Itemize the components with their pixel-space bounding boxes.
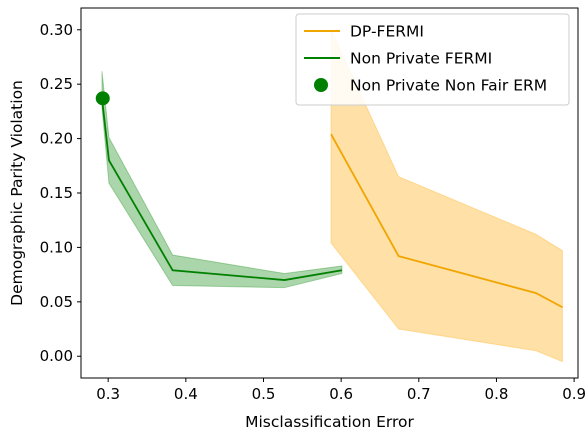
- legend: DP-FERMI Non Private FERMI Non Private Non…: [295, 13, 570, 106]
- x-tick-label: 0.6: [329, 385, 353, 403]
- x-tick-label: 0.3: [96, 385, 120, 403]
- y-tick-label: 0.20: [40, 130, 73, 148]
- series-lines: [101, 98, 563, 309]
- x-tick-label: 0.9: [562, 385, 586, 403]
- non-private-fermi-band: [101, 71, 343, 289]
- legend-swatch-non-private-non-fair-erm: [314, 78, 328, 92]
- dp-fermi-band: [330, 29, 563, 363]
- x-tick-label: 0.7: [407, 385, 431, 403]
- legend-label-non-private-fermi: Non Private FERMI: [350, 50, 492, 68]
- legend-label-dp-fermi: DP-FERMI: [350, 23, 424, 41]
- confidence-bands: [101, 29, 563, 363]
- y-tick-label: 0.15: [40, 184, 73, 202]
- legend-box: [295, 13, 570, 106]
- y-tick-label: 0.05: [40, 293, 73, 311]
- x-axis-label: Misclassification Error: [245, 413, 414, 431]
- dp-fermi-line: [330, 133, 563, 309]
- x-tick-label: 0.5: [252, 385, 276, 403]
- legend-label-non-private-non-fair-erm: Non Private Non Fair ERM: [350, 77, 547, 95]
- y-axis-label: Demographic Parity Violation: [8, 80, 26, 306]
- y-tick-label: 0.00: [40, 347, 73, 365]
- y-tick-label: 0.25: [40, 75, 73, 93]
- non-private-non-fair-erm-point: [95, 91, 110, 106]
- non-private-fermi-line: [101, 98, 343, 281]
- series-markers: [95, 91, 110, 106]
- x-tick-label: 0.4: [174, 385, 198, 403]
- x-axis-ticks: 0.3 0.4 0.5 0.6 0.7 0.8 0.9: [96, 378, 586, 403]
- y-tick-label: 0.10: [40, 238, 73, 256]
- y-axis-ticks: 0.00 0.05 0.10 0.15 0.20 0.25 0.30: [40, 21, 81, 365]
- y-tick-label: 0.30: [40, 21, 73, 39]
- x-tick-label: 0.8: [485, 385, 509, 403]
